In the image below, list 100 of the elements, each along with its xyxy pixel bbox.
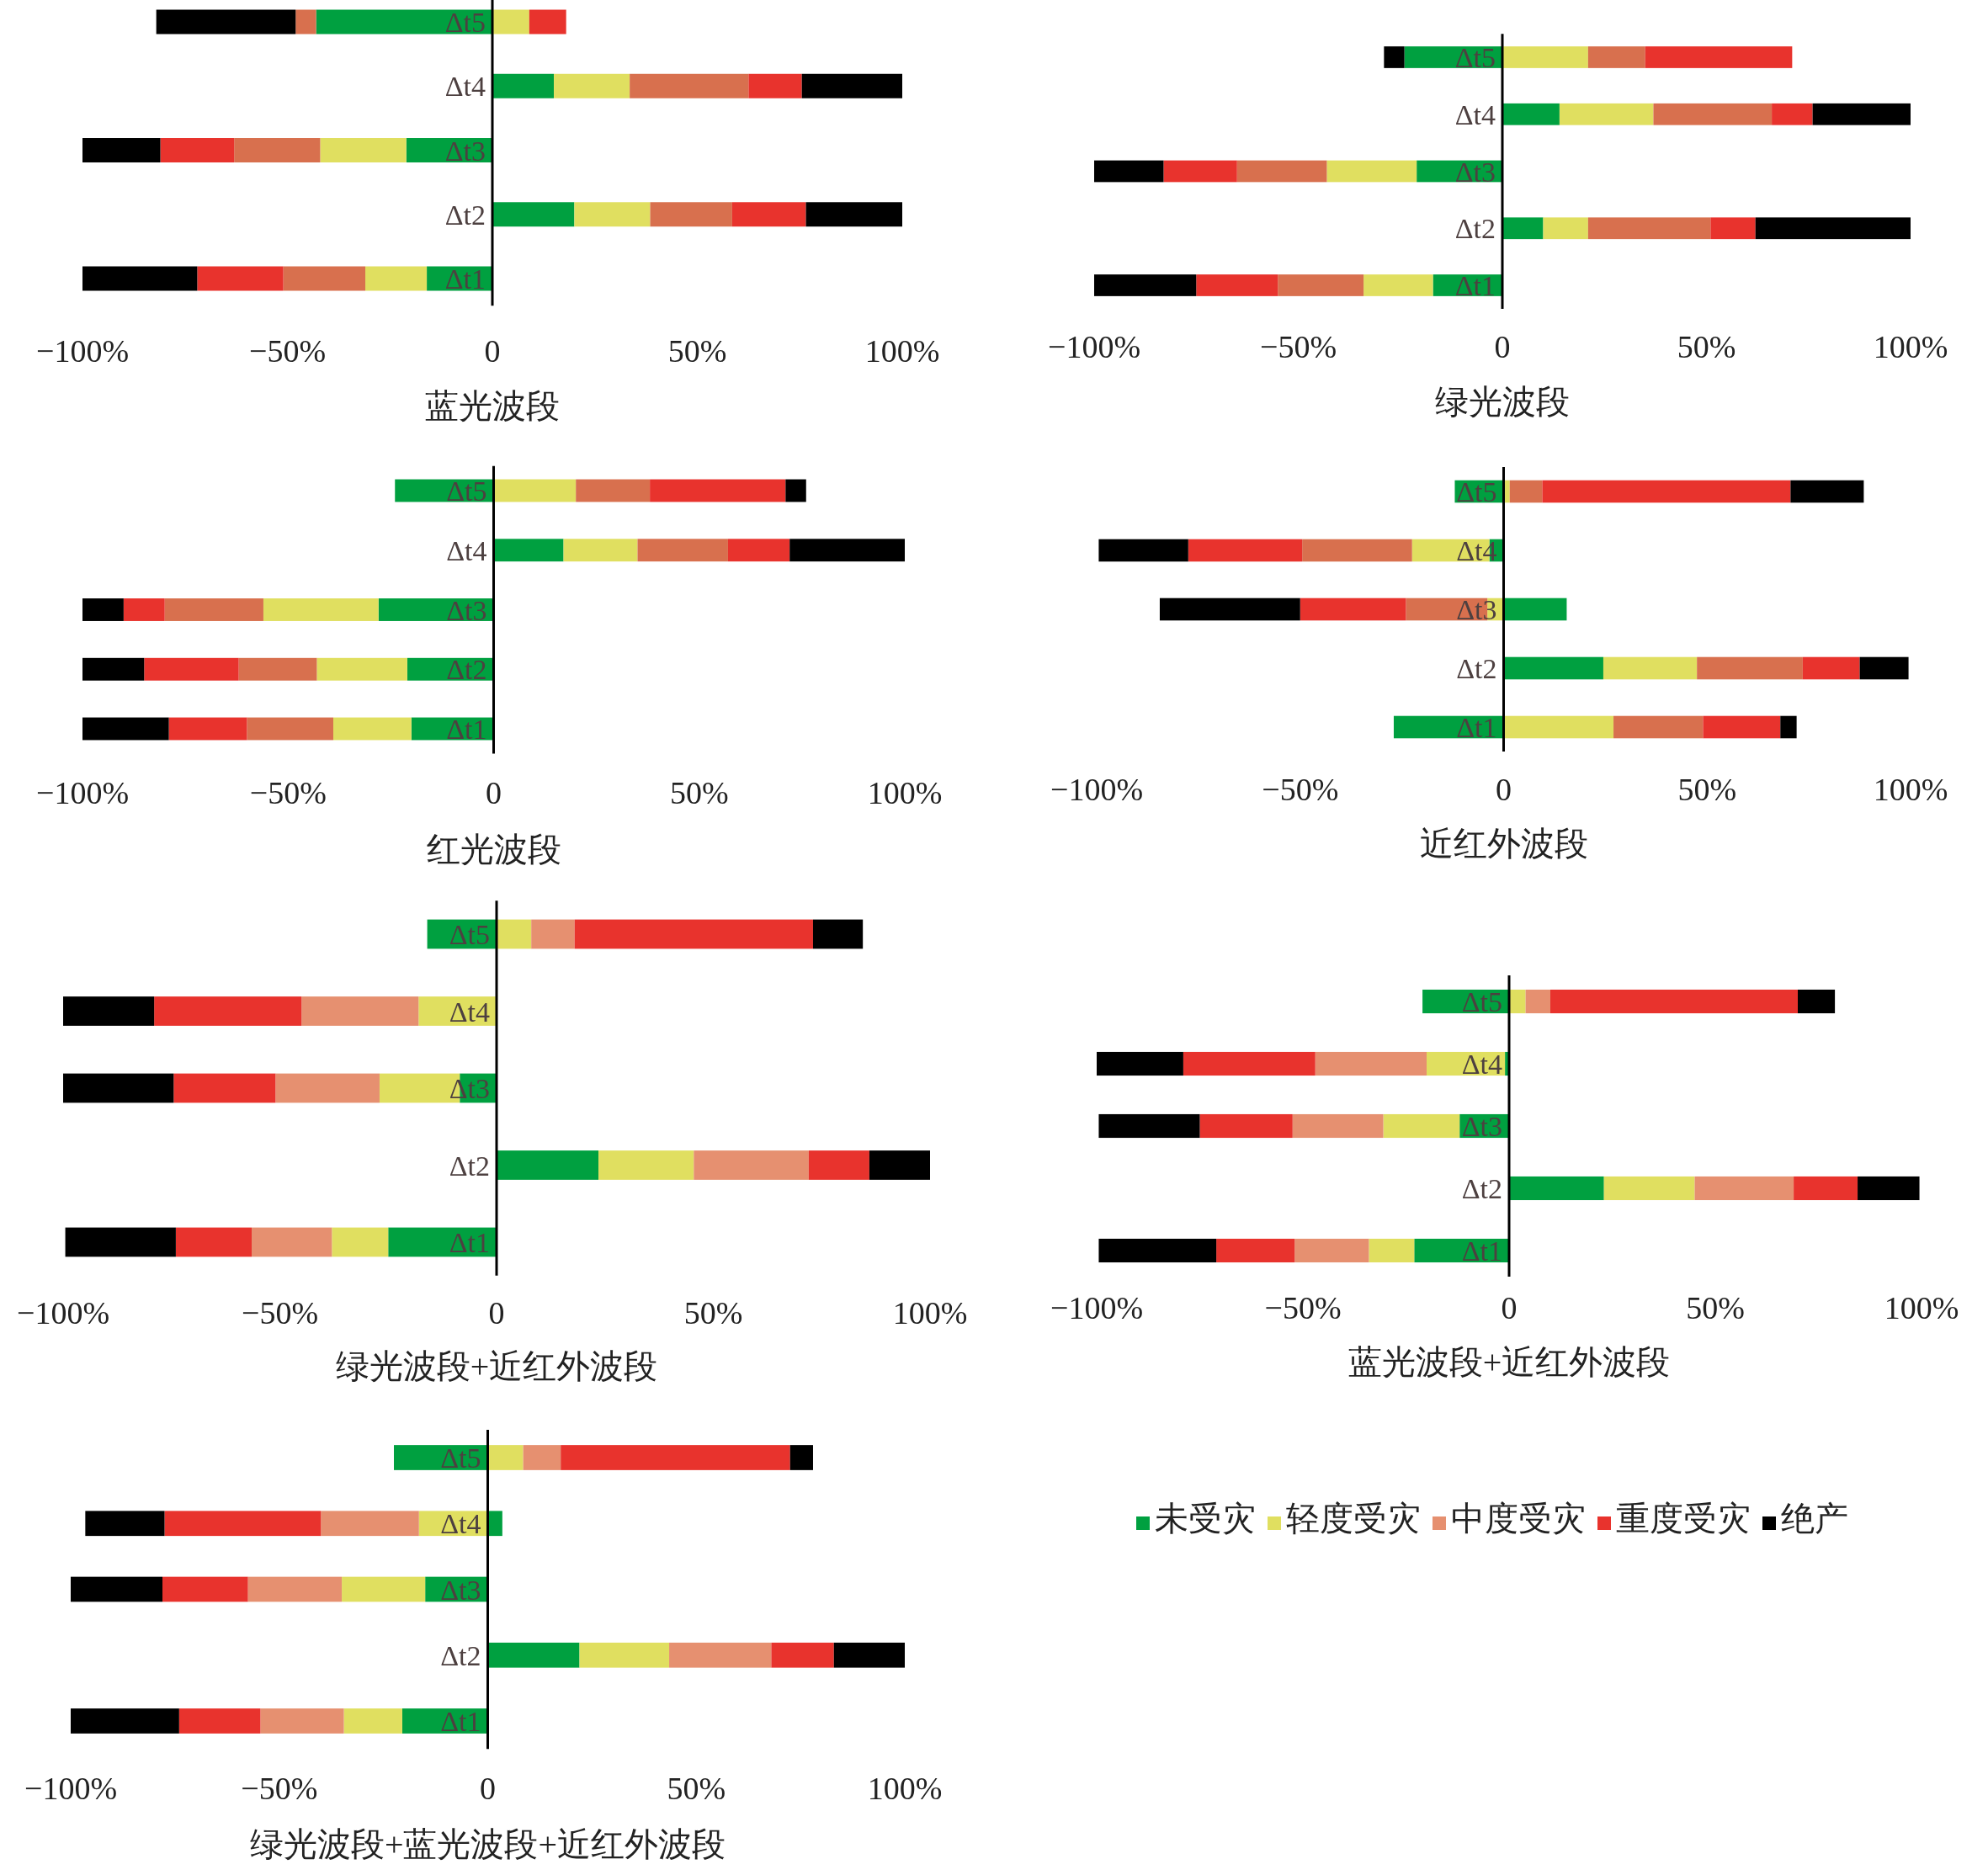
bar — [1216, 1238, 1295, 1263]
bar — [1315, 1051, 1427, 1076]
bar — [1098, 539, 1188, 562]
bar — [162, 1576, 248, 1602]
bar — [1858, 1176, 1920, 1201]
bar — [164, 598, 263, 621]
bar — [1587, 217, 1711, 240]
bar — [1798, 989, 1836, 1014]
bar — [1587, 46, 1645, 68]
x-tick-label: −100% — [16, 1295, 110, 1331]
x-tick-label: 50% — [669, 775, 729, 810]
bar — [574, 919, 813, 949]
bar — [1236, 160, 1327, 183]
y-tick-label: Δt4 — [444, 71, 486, 103]
y-tick-label: Δt1 — [449, 1227, 490, 1258]
legend-label: 轻度受灾 — [1286, 1500, 1421, 1538]
bar — [650, 202, 732, 227]
bar — [234, 138, 321, 162]
bar — [487, 1445, 524, 1470]
x-tick-label: −100% — [35, 333, 130, 369]
x-tick-label: 0 — [1494, 329, 1511, 364]
bar — [1812, 103, 1911, 125]
bar — [650, 479, 786, 502]
bar — [283, 266, 366, 291]
bar — [342, 1576, 426, 1602]
bar — [748, 73, 802, 98]
x-tick-label: 50% — [1686, 1290, 1745, 1325]
bar — [1098, 1238, 1217, 1263]
bar — [1509, 989, 1526, 1014]
legend-label: 中度受灾 — [1451, 1500, 1586, 1538]
x-tick-label: 100% — [892, 1295, 968, 1331]
bar — [1697, 656, 1803, 680]
x-tick-label: 0 — [488, 1295, 505, 1331]
bar — [1710, 217, 1756, 240]
bar — [316, 657, 407, 681]
bar — [1363, 274, 1433, 296]
bar — [637, 539, 728, 562]
bar — [1094, 160, 1164, 183]
bar — [576, 479, 651, 502]
bar — [497, 919, 532, 949]
bar — [1302, 539, 1412, 562]
y-tick-label: Δt1 — [440, 1706, 481, 1737]
bar — [785, 479, 806, 502]
bar — [801, 73, 902, 98]
bar — [1097, 1051, 1183, 1076]
bar — [1794, 1176, 1858, 1201]
bar — [301, 996, 419, 1026]
x-tick-label: −50% — [1259, 329, 1337, 364]
bar — [275, 1073, 380, 1103]
bar — [805, 202, 902, 227]
bar — [1278, 274, 1364, 296]
bar — [727, 539, 790, 562]
bar — [123, 598, 165, 621]
bar — [175, 1227, 252, 1257]
x-tick-label: −50% — [1262, 772, 1339, 807]
x-tick-label: −50% — [241, 1295, 319, 1331]
bar — [1503, 598, 1567, 621]
bar — [63, 996, 155, 1026]
y-tick-label: Δt1 — [1456, 712, 1497, 743]
bar — [1383, 1113, 1460, 1139]
bar — [260, 1708, 344, 1734]
bar — [789, 539, 905, 562]
bar — [869, 1150, 930, 1180]
bar — [1653, 103, 1773, 125]
y-tick-label: Δt2 — [440, 1639, 481, 1671]
bar — [82, 138, 161, 162]
bar — [82, 657, 145, 681]
y-tick-label: Δt5 — [1456, 476, 1497, 507]
bar — [1780, 715, 1797, 739]
bar — [669, 1642, 772, 1668]
bar — [1509, 1176, 1604, 1201]
bar — [252, 1227, 332, 1257]
bar — [598, 1150, 694, 1180]
x-axis-title: 绿光波段 — [1435, 383, 1570, 421]
bar — [812, 919, 864, 949]
x-tick-label: −50% — [1264, 1290, 1342, 1325]
y-tick-label: Δt2 — [1454, 213, 1496, 245]
bar — [1188, 539, 1303, 562]
y-tick-label: Δt5 — [1461, 986, 1502, 1017]
x-tick-label: 100% — [1884, 1290, 1959, 1325]
bar — [168, 717, 247, 741]
bar — [71, 1708, 179, 1734]
x-tick-label: 100% — [864, 333, 940, 369]
bar — [1094, 274, 1197, 296]
bar — [1613, 715, 1704, 739]
bar — [1550, 989, 1798, 1014]
y-tick-label: Δt3 — [446, 594, 487, 626]
bar — [1694, 1176, 1794, 1201]
legend-label: 未受灾 — [1155, 1500, 1256, 1538]
bar — [82, 598, 124, 621]
bar — [561, 1445, 790, 1470]
y-tick-label: Δt2 — [446, 654, 487, 686]
bar — [523, 1445, 561, 1470]
bar — [238, 657, 317, 681]
bar — [1542, 480, 1791, 503]
bar — [85, 1511, 165, 1537]
bar — [1199, 1113, 1293, 1139]
bar — [492, 9, 529, 35]
x-tick-label: −50% — [248, 333, 327, 369]
y-tick-label: Δt3 — [1461, 1111, 1502, 1142]
